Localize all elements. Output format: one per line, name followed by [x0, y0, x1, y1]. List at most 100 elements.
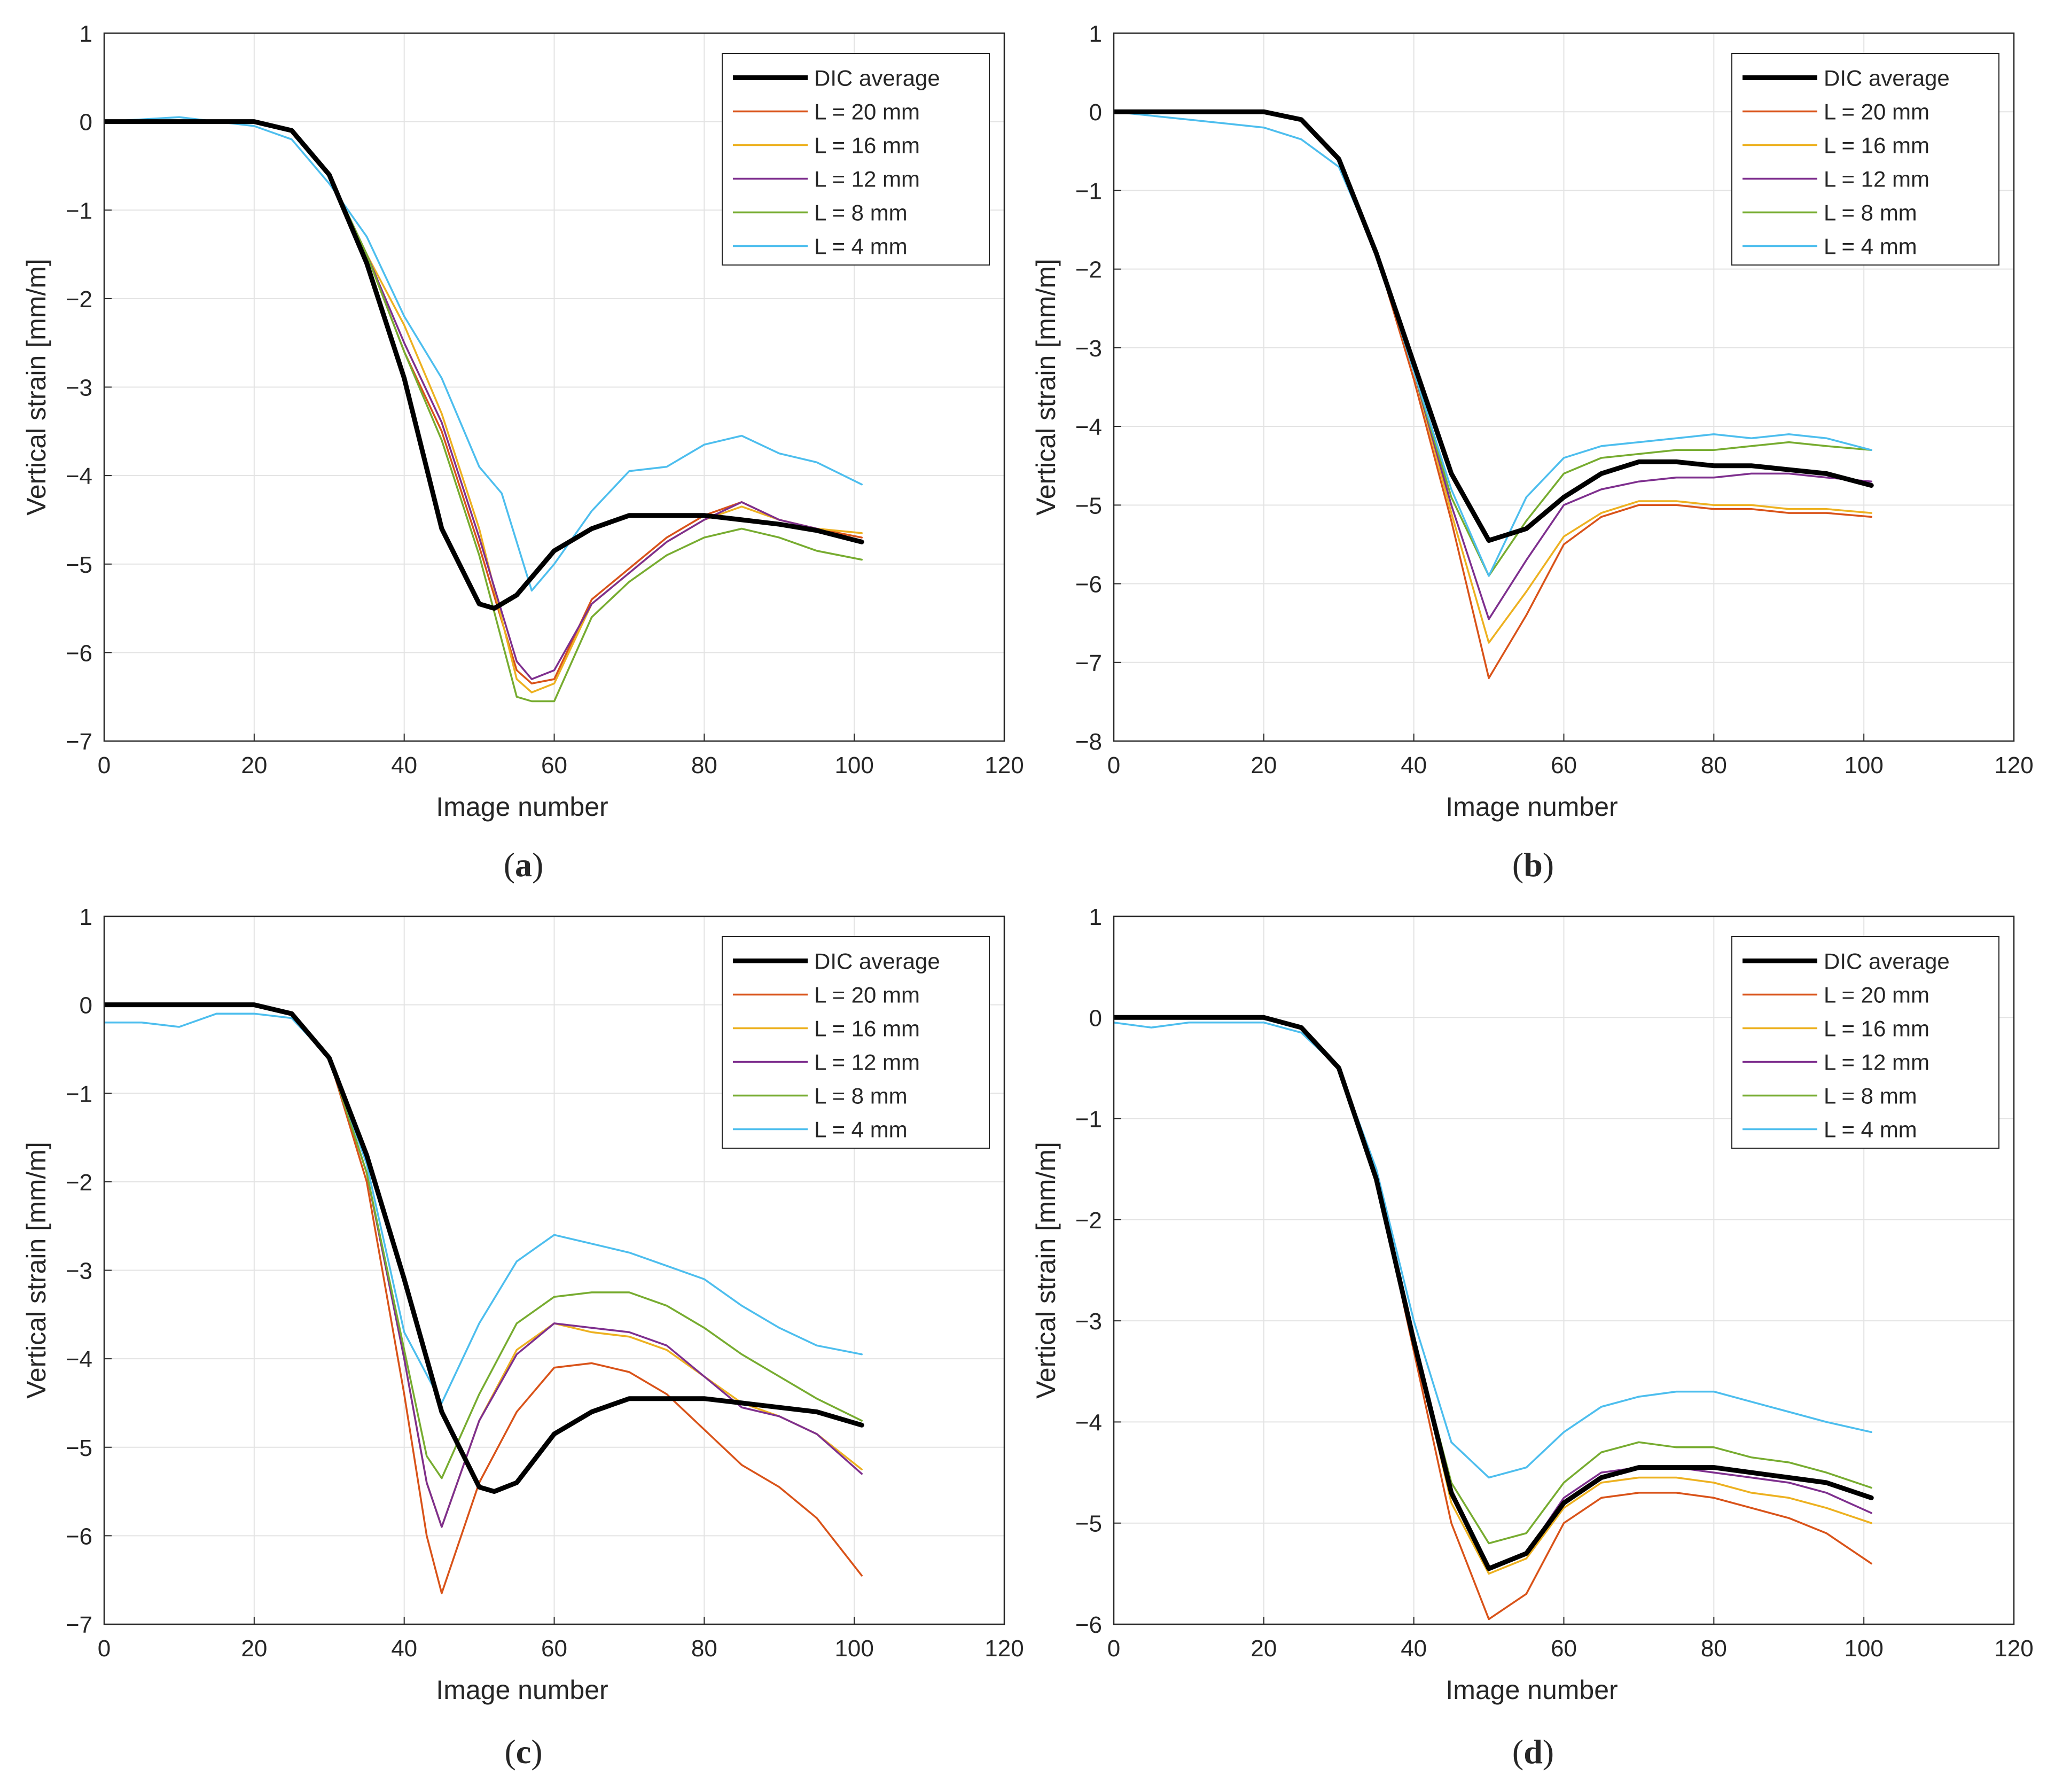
y-tick-label: −2	[66, 286, 92, 313]
x-tick-label: 0	[98, 1635, 111, 1662]
panel-caption: (b)	[1512, 846, 1554, 884]
y-tick-label: 1	[1089, 21, 1102, 47]
panel-b: 0 20 40 60 80 100 120 1 0 −1 −2 −3 −4 −5 −6 −7 −8 Image n…	[1031, 21, 2034, 884]
caption-letter: d	[1523, 1733, 1543, 1771]
y-axis-label: Vertical strain [mm/m]	[21, 1142, 51, 1399]
x-tick-label: 120	[985, 752, 1023, 778]
x-tick-label: 20	[1251, 752, 1277, 778]
x-tick-label: 80	[691, 1635, 717, 1662]
y-axis-label: Vertical strain [mm/m]	[1031, 1142, 1061, 1399]
panel-a: 0 20 40 60 80 100 120 1 0 −1 −2 −3 −4 −5 −6 −7 Image num…	[21, 21, 1024, 884]
legend-entry: L = 4 mm	[814, 1117, 908, 1142]
x-tick-label: 80	[1701, 752, 1727, 778]
x-axis-label: Image number	[436, 792, 608, 822]
x-tick-label: 40	[1401, 1635, 1427, 1662]
legend-entry: DIC average	[814, 949, 940, 974]
y-tick-label: 0	[1089, 99, 1102, 126]
y-tick-label: 0	[80, 993, 92, 1019]
caption-open: (	[504, 1733, 515, 1771]
x-tick-label: 60	[1551, 1635, 1577, 1662]
x-tick-label: 100	[1844, 1635, 1883, 1662]
legend-entry: L = 16 mm	[1824, 1016, 1929, 1041]
series-line-l-4-mm	[104, 116, 863, 592]
panel-caption: (a)	[504, 846, 544, 884]
legend-entry: L = 20 mm	[814, 99, 920, 124]
x-tick-label: 80	[691, 752, 717, 778]
caption-letter: b	[1523, 846, 1543, 884]
y-tick-label: −1	[66, 198, 92, 224]
caption-close: )	[532, 846, 543, 884]
y-tick-label: −5	[1075, 493, 1102, 519]
y-tick-label: −7	[66, 729, 92, 755]
legend-entry: DIC average	[1824, 949, 1950, 974]
y-tick-label: −6	[1075, 572, 1102, 598]
legend-entry: L = 20 mm	[1824, 983, 1929, 1008]
y-tick-label: −3	[66, 375, 92, 401]
y-tick-label: −5	[66, 552, 92, 578]
x-tick-label: 100	[834, 752, 873, 778]
x-tick-label: 60	[1551, 752, 1577, 778]
series-line-dic-average	[104, 119, 864, 611]
caption-open: (	[504, 846, 515, 884]
legend-entry: L = 4 mm	[1824, 1117, 1917, 1142]
panel-d: 0 20 40 60 80 100 120 1 0 −1 −2 −3 −4 −5 −6 Image numbe…	[1031, 904, 2034, 1771]
caption-close: )	[531, 1733, 542, 1771]
legend-box	[1731, 936, 1999, 1149]
legend-entry: L = 16 mm	[814, 133, 920, 158]
legend-entry: L = 8 mm	[814, 200, 908, 225]
y-tick-label: 0	[1089, 1005, 1102, 1031]
x-tick-label: 120	[1994, 752, 2033, 778]
y-tick-label: −1	[1075, 1107, 1102, 1133]
x-tick-label: 20	[1251, 1635, 1277, 1662]
series-line-l-4-mm	[104, 1012, 863, 1404]
caption-letter: a	[515, 846, 532, 884]
y-tick-label: −4	[66, 463, 92, 489]
y-tick-label: −4	[66, 1346, 92, 1373]
y-tick-label: −7	[66, 1612, 92, 1638]
y-tick-label: −1	[66, 1081, 92, 1107]
legend-entry: L = 12 mm	[814, 167, 920, 192]
axes-box	[103, 915, 1005, 1625]
legend-entry: L = 16 mm	[814, 1016, 920, 1041]
legend-entry: L = 16 mm	[1824, 133, 1929, 158]
y-tick-label: −3	[1075, 1308, 1102, 1335]
x-tick-label: 100	[834, 1635, 873, 1662]
series-line-l-4-mm	[1114, 1022, 1872, 1479]
legend-entry: L = 8 mm	[814, 1084, 908, 1109]
x-axis-label: Image number	[1446, 1675, 1618, 1705]
series-line-dic-average	[104, 1002, 864, 1494]
caption-open: (	[1512, 846, 1523, 884]
caption-open: (	[1512, 1733, 1523, 1771]
legend-entry: DIC average	[1824, 66, 1950, 91]
y-tick-label: −2	[1075, 1207, 1102, 1234]
y-tick-label: −2	[66, 1170, 92, 1196]
caption-letter: c	[516, 1733, 531, 1771]
legend-entry: L = 20 mm	[814, 983, 920, 1008]
legend-box	[1731, 53, 1999, 266]
panel-caption: (d)	[1512, 1733, 1554, 1771]
legend: DIC average L = 20 mm L = 16 mm L = 12 mm L …	[722, 936, 990, 1149]
x-tick-label: 120	[1994, 1635, 2033, 1662]
x-tick-label: 40	[1401, 752, 1427, 778]
legend: DIC average L = 20 mm L = 16 mm L = 12 mm L …	[722, 53, 990, 266]
x-tick-label: 40	[391, 1635, 417, 1662]
y-axis-label: Vertical strain [mm/m]	[21, 259, 51, 516]
x-tick-label: 0	[1107, 1635, 1120, 1662]
legend-entry: L = 12 mm	[1824, 1050, 1929, 1075]
y-tick-label: −1	[1075, 178, 1102, 204]
legend-entry: L = 20 mm	[1824, 99, 1929, 124]
axes-box	[103, 32, 1005, 742]
x-tick-label: 0	[1107, 752, 1120, 778]
caption-close: )	[1543, 846, 1554, 884]
legend-entry: L = 8 mm	[1824, 1084, 1917, 1109]
y-tick-label: −7	[1075, 650, 1102, 676]
legend-entry: L = 8 mm	[1824, 200, 1917, 225]
legend-entry: L = 4 mm	[814, 234, 908, 259]
caption-close: )	[1543, 1733, 1554, 1771]
x-tick-label: 20	[241, 752, 267, 778]
y-tick-label: 1	[1089, 904, 1102, 930]
panel-caption: (c)	[504, 1733, 542, 1771]
y-tick-label: −4	[1075, 1409, 1102, 1436]
y-tick-label: −2	[1075, 257, 1102, 283]
